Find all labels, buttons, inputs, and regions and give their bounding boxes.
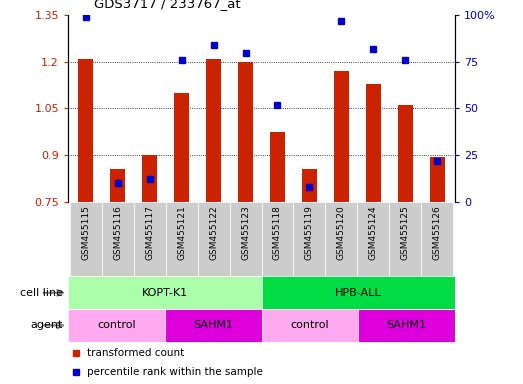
Bar xyxy=(78,59,93,202)
Bar xyxy=(334,71,349,202)
Text: GSM455124: GSM455124 xyxy=(369,205,378,260)
Text: GSM455122: GSM455122 xyxy=(209,205,218,260)
Text: GSM455115: GSM455115 xyxy=(81,205,90,260)
Text: GSM455118: GSM455118 xyxy=(273,205,282,260)
Bar xyxy=(198,202,230,276)
Bar xyxy=(110,169,125,202)
Text: control: control xyxy=(97,320,135,331)
Bar xyxy=(430,157,445,202)
Text: GSM455121: GSM455121 xyxy=(177,205,186,260)
Bar xyxy=(238,62,253,202)
Bar xyxy=(293,202,325,276)
Bar xyxy=(262,202,293,276)
Text: GSM455126: GSM455126 xyxy=(433,205,442,260)
Text: GSM455120: GSM455120 xyxy=(337,205,346,260)
Bar xyxy=(142,155,157,202)
Text: GSM455116: GSM455116 xyxy=(113,205,122,260)
Bar xyxy=(302,169,316,202)
Text: HPB-ALL: HPB-ALL xyxy=(335,288,382,298)
Text: GSM455119: GSM455119 xyxy=(305,205,314,260)
Bar xyxy=(262,276,455,309)
Bar xyxy=(165,309,262,342)
Text: GSM455117: GSM455117 xyxy=(145,205,154,260)
Text: cell line: cell line xyxy=(20,288,63,298)
Bar xyxy=(230,202,262,276)
Bar xyxy=(68,309,165,342)
Text: GSM455123: GSM455123 xyxy=(241,205,250,260)
Text: control: control xyxy=(291,320,329,331)
Bar xyxy=(325,202,357,276)
Bar xyxy=(68,276,262,309)
Text: GSM455125: GSM455125 xyxy=(401,205,410,260)
Text: GDS3717 / 233767_at: GDS3717 / 233767_at xyxy=(94,0,241,10)
Bar xyxy=(357,202,390,276)
Bar xyxy=(422,202,453,276)
Text: percentile rank within the sample: percentile rank within the sample xyxy=(87,367,263,377)
Bar xyxy=(133,202,166,276)
Bar xyxy=(174,93,189,202)
Text: SAHM1: SAHM1 xyxy=(193,320,233,331)
Bar xyxy=(101,202,133,276)
Bar xyxy=(270,132,285,202)
Bar xyxy=(166,202,198,276)
Text: SAHM1: SAHM1 xyxy=(386,320,427,331)
Text: KOPT-K1: KOPT-K1 xyxy=(142,288,188,298)
Bar xyxy=(390,202,422,276)
Bar xyxy=(398,105,413,202)
Bar xyxy=(366,84,381,202)
Bar xyxy=(358,309,455,342)
Text: transformed count: transformed count xyxy=(87,348,185,358)
Bar xyxy=(262,309,358,342)
Bar xyxy=(70,202,101,276)
Bar xyxy=(207,59,221,202)
Text: agent: agent xyxy=(30,320,63,331)
